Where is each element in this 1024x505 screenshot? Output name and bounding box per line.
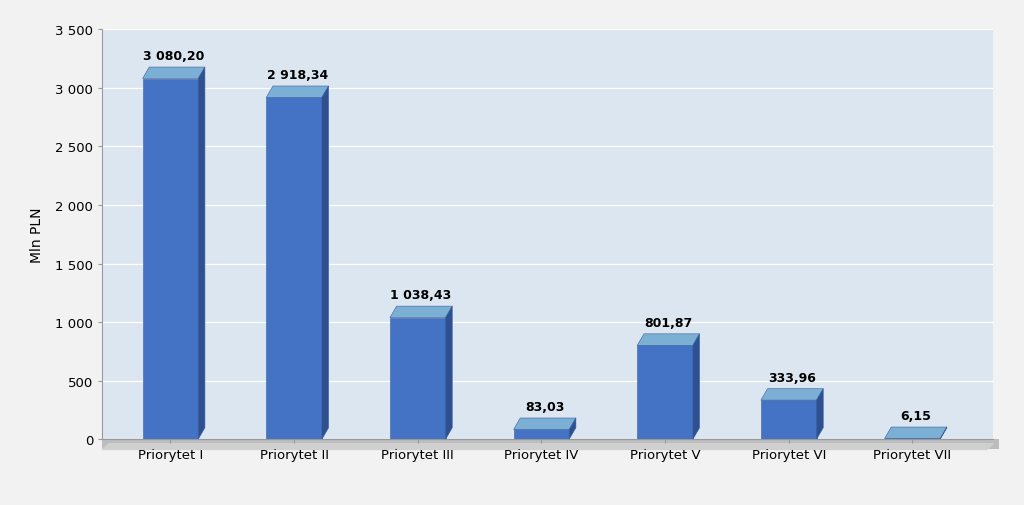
Polygon shape (142, 68, 205, 79)
Text: 333,96: 333,96 (768, 371, 816, 384)
Polygon shape (445, 307, 453, 439)
Text: 1 038,43: 1 038,43 (390, 289, 452, 301)
Bar (637, 345, 693, 439)
Bar (761, 400, 816, 439)
Bar (390, 318, 445, 439)
Text: 801,87: 801,87 (644, 316, 692, 329)
Polygon shape (637, 334, 699, 345)
Polygon shape (514, 418, 575, 430)
Polygon shape (816, 389, 823, 439)
Polygon shape (322, 87, 329, 439)
Text: 6,15: 6,15 (900, 409, 931, 422)
Polygon shape (390, 307, 453, 318)
Polygon shape (885, 427, 947, 439)
Polygon shape (940, 427, 947, 439)
Polygon shape (266, 87, 329, 98)
Bar (142, 79, 199, 439)
Polygon shape (569, 418, 575, 439)
Text: 3 080,20: 3 080,20 (143, 50, 205, 63)
Bar (102, 439, 999, 449)
Polygon shape (199, 68, 205, 439)
Bar (514, 430, 569, 439)
Polygon shape (102, 444, 993, 449)
Y-axis label: Mln PLN: Mln PLN (31, 207, 44, 263)
Text: 2 918,34: 2 918,34 (267, 69, 328, 82)
Text: 83,03: 83,03 (525, 400, 564, 413)
Polygon shape (693, 334, 699, 439)
Polygon shape (761, 389, 823, 400)
Bar (266, 98, 322, 439)
